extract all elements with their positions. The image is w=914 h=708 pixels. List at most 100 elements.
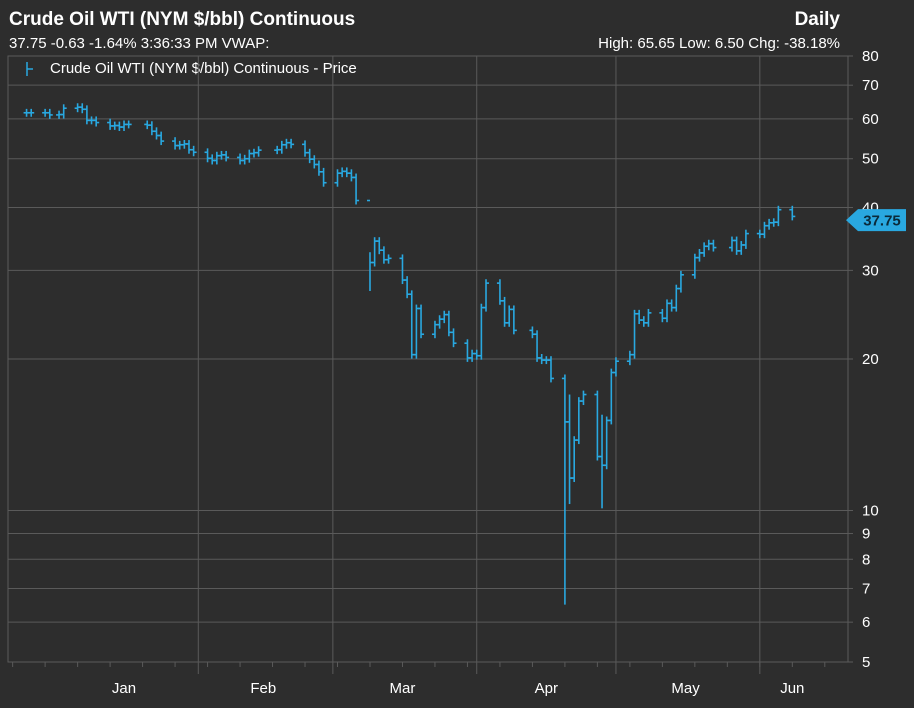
price-bar [83, 105, 90, 125]
price-bar [172, 137, 179, 150]
price-bar [334, 169, 341, 187]
price-bar [561, 374, 568, 605]
price-bar [469, 349, 476, 362]
last-value-label: 37.75 [863, 213, 901, 230]
frequency-label[interactable]: Daily [794, 9, 840, 30]
price-bar [190, 145, 197, 157]
price-bar [594, 390, 601, 461]
price-bar [473, 349, 480, 360]
y-tick-label: 9 [862, 526, 870, 543]
quote-line: 37.75 -0.63 -1.64% 3:36:33 PM VWAP: [9, 35, 270, 52]
price-bar [775, 205, 782, 227]
price-bar [153, 127, 160, 140]
price-bar [766, 218, 773, 230]
price-bar [223, 150, 230, 162]
price-bar [626, 350, 633, 366]
price-bar [705, 239, 712, 251]
price-bar [278, 140, 285, 154]
price-bar [408, 290, 415, 359]
price-bar [302, 140, 309, 157]
price-bar [125, 120, 132, 129]
price-bar [510, 305, 517, 335]
price-bar [107, 118, 114, 130]
price-bar [575, 397, 582, 445]
price-bar [185, 140, 192, 154]
y-tick-label: 5 [862, 654, 870, 671]
last-value-marker: 37.75 [846, 209, 906, 232]
price-bar [733, 236, 740, 255]
x-tick-label: May [671, 680, 700, 697]
price-bar [742, 229, 749, 249]
price-bar [441, 310, 448, 324]
price-bar [608, 368, 615, 425]
x-tick-label: Feb [250, 680, 276, 697]
price-bar [789, 205, 796, 221]
price-series [23, 103, 796, 605]
price-bar [571, 436, 578, 483]
x-tick-label: Apr [535, 680, 558, 697]
price-bar [93, 116, 100, 127]
price-bar [636, 309, 643, 325]
price-bar [339, 167, 346, 178]
stats-line: High: 65.65 Low: 6.50 Chg: -38.18% [598, 35, 840, 52]
price-bar [631, 309, 638, 359]
price-bar [385, 254, 392, 264]
last-value-badge [846, 209, 906, 232]
price-bar [710, 239, 717, 252]
price-bar [376, 237, 383, 255]
price-bar [60, 104, 67, 119]
price-bar [580, 390, 587, 406]
price-bar [204, 148, 211, 163]
y-tick-label: 70 [862, 77, 879, 94]
y-tick-label: 80 [862, 48, 879, 65]
price-bar [121, 120, 128, 132]
price-bar [659, 308, 666, 323]
price-bar [353, 173, 360, 205]
price-bar [241, 154, 248, 165]
legend-entry[interactable]: Crude Oil WTI (NYM $/bbl) Continuous - P… [50, 60, 357, 77]
price-bar [436, 315, 443, 329]
price-bar [413, 304, 420, 359]
y-tick-label: 6 [862, 614, 870, 631]
price-bar [696, 248, 703, 262]
price-bar [320, 167, 327, 187]
price-bar [288, 138, 295, 149]
x-tick-label: Jun [780, 680, 804, 697]
price-bar [148, 121, 155, 136]
price-bar [668, 299, 675, 312]
price-bar [478, 303, 485, 360]
x-axis: Jan Feb Mar Apr May Jun [12, 662, 826, 697]
price-bar [213, 151, 220, 165]
price-bar [612, 357, 619, 377]
price-bar [431, 320, 438, 339]
price-bar [529, 326, 536, 339]
y-tick-label: 50 [862, 151, 879, 168]
price-bar [599, 414, 606, 509]
chart-title: Crude Oil WTI (NYM $/bbl) Continuous [9, 9, 356, 30]
legend-ohlc-icon [26, 62, 33, 76]
price-bar [761, 221, 768, 239]
price-bar [348, 169, 355, 182]
price-bar [645, 308, 652, 327]
price-bar [311, 155, 318, 169]
price-bar [246, 149, 253, 163]
price-bar [255, 146, 262, 157]
y-tick-label: 10 [862, 503, 879, 520]
price-bar [738, 241, 745, 255]
price-bar [483, 279, 490, 312]
price-bar [450, 328, 457, 348]
price-bar [380, 246, 387, 264]
price-bar [79, 103, 86, 114]
price-bar [28, 108, 35, 117]
price-bar [158, 131, 165, 146]
price-bar [46, 108, 53, 119]
y-tick-label: 20 [862, 351, 879, 368]
price-bar [343, 167, 350, 178]
y-tick-label: 8 [862, 551, 870, 568]
price-bar [677, 270, 684, 293]
grid-lines [7, 55, 849, 663]
y-tick-label: 60 [862, 111, 879, 128]
price-bar [547, 356, 554, 383]
